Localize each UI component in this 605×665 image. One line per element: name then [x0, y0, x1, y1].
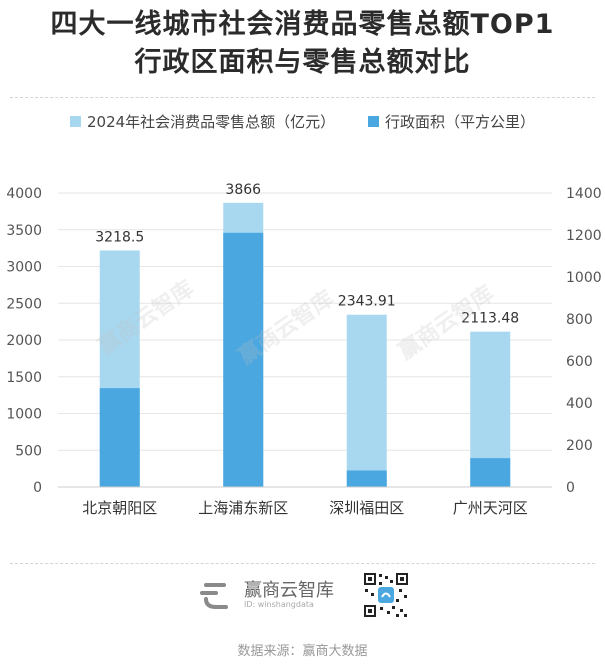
data-source: 数据来源：赢商大数据 — [237, 644, 368, 659]
y-right-tick-label: 1000 — [566, 270, 602, 286]
bar-chart: 0 500 1000 1500 2000 2500 3000 3500 4000 0 200 400 6… — [6, 182, 602, 517]
legend-label-retail: 2024年社会消费品零售总额（亿元） — [87, 113, 336, 131]
bar-admin-area — [223, 232, 264, 487]
y-left-tick-label: 1000 — [6, 407, 42, 423]
y-left-tick-label: 500 — [15, 443, 42, 459]
y-right-tick-label: 200 — [566, 438, 593, 454]
title-line-2: 行政区面积与零售总额对比 — [134, 47, 471, 78]
bar-admin-area — [99, 388, 140, 487]
bar-admin-area — [470, 458, 511, 487]
footer-divider — [10, 563, 595, 564]
data-label: 3866 — [225, 182, 261, 198]
chart-legend: 2024年社会消费品零售总额（亿元） 行政面积（平方公里） — [0, 111, 605, 132]
legend-label-area: 行政面积（平方公里） — [384, 113, 535, 131]
y-left-tick-label: 2500 — [6, 296, 42, 312]
data-label: 2113.48 — [461, 311, 519, 327]
y-left-tick-label: 3000 — [6, 260, 42, 276]
chart-title: 四大一线城市社会消费品零售总额TOP1 行政区面积与零售总额对比 — [0, 6, 605, 82]
legend-item-retail: 2024年社会消费品零售总额（亿元） — [70, 111, 335, 132]
y-left-tick-label: 3500 — [6, 223, 42, 239]
legend-swatch-retail — [70, 116, 81, 127]
y-right-tick-label: 600 — [566, 354, 593, 370]
logo-text: 赢商云智库 — [244, 580, 334, 601]
x-category-label: 北京朝阳区 — [82, 499, 157, 517]
data-label: 3218.5 — [95, 229, 144, 245]
y-right-tick-label: 0 — [566, 480, 575, 496]
y-right-tick-label: 400 — [566, 396, 593, 412]
legend-item-area: 行政面积（平方公里） — [367, 111, 535, 132]
top-divider — [10, 97, 595, 98]
x-category-label: 广州天河区 — [453, 499, 528, 517]
y-left-tick-label: 4000 — [6, 186, 42, 202]
qr-code-icon — [362, 571, 410, 619]
legend-swatch-area — [367, 116, 379, 127]
y-right-tick-label: 1200 — [566, 228, 602, 244]
bar-admin-area — [346, 470, 387, 487]
bar-retail-total — [346, 314, 387, 487]
x-category-label: 上海浦东新区 — [198, 499, 288, 517]
y-right-tick-label: 1400 — [566, 186, 602, 202]
logo-id: ID: winshangdata — [244, 600, 314, 609]
y-left-tick-label: 1500 — [6, 370, 42, 386]
title-line-1: 四大一线城市社会消费品零售总额TOP1 — [50, 9, 555, 40]
y-right-tick-label: 800 — [566, 312, 593, 328]
data-label: 2343.91 — [338, 294, 396, 310]
footer-logo: 赢商云智库 ID: winshangdata — [196, 574, 346, 614]
y-left-tick-label: 2000 — [6, 333, 42, 349]
x-category-label: 深圳福田区 — [329, 499, 404, 517]
winshang-logo-icon — [200, 583, 228, 609]
y-left-tick-label: 0 — [33, 480, 42, 496]
